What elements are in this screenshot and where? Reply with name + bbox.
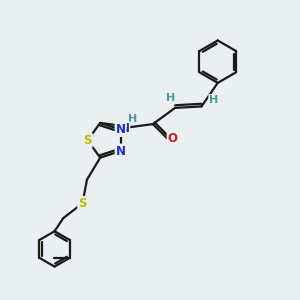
Text: H: H [128, 114, 137, 124]
Text: S: S [83, 134, 92, 147]
Text: N: N [116, 123, 126, 136]
Text: S: S [78, 197, 87, 210]
Text: O: O [168, 132, 178, 145]
Text: H: H [209, 95, 218, 105]
Text: H: H [166, 94, 175, 103]
Text: N: N [119, 122, 129, 135]
Text: N: N [116, 145, 126, 158]
